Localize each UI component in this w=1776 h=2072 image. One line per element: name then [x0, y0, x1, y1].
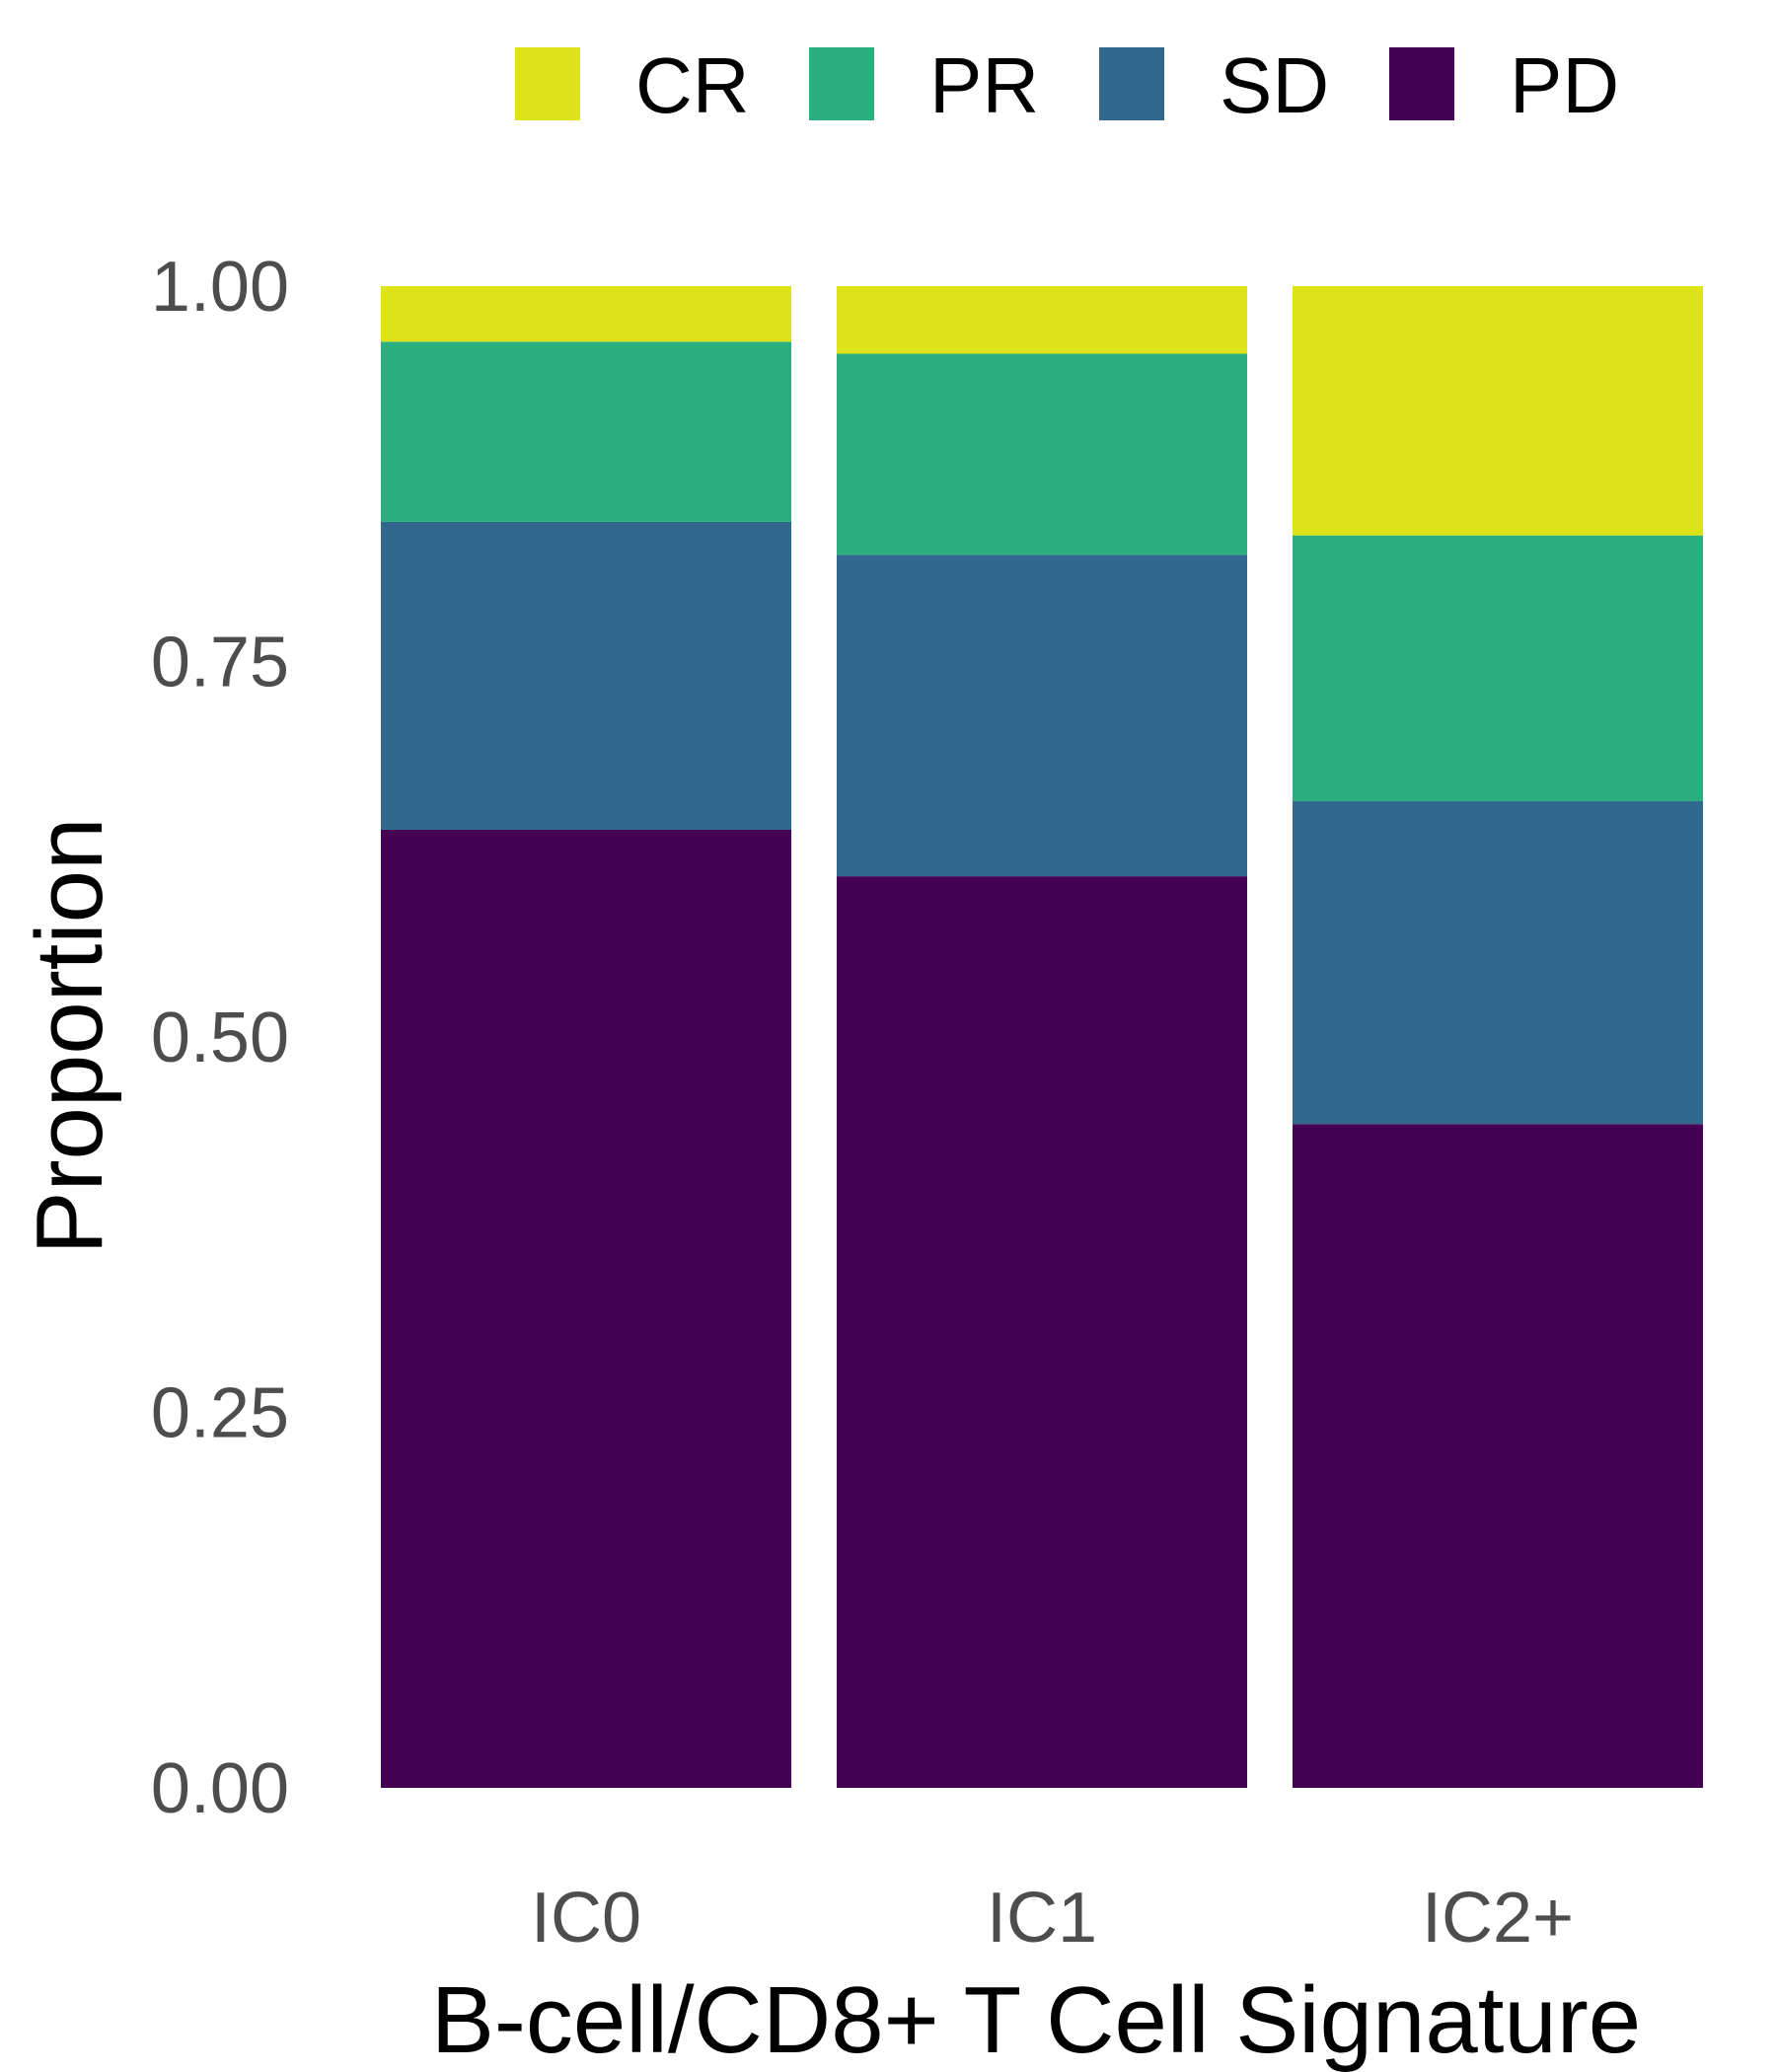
- legend-label-pd: PD: [1510, 41, 1619, 129]
- bars: [381, 286, 1703, 1788]
- x-tick-label: IC2+: [1422, 1879, 1574, 1958]
- legend-key-pd: [1389, 47, 1454, 120]
- y-tick-label: 1.00: [151, 248, 289, 327]
- bar-ic0-sd: [381, 521, 791, 830]
- legend-key-sd: [1099, 47, 1164, 120]
- y-axis-title: Proportion: [17, 818, 122, 1255]
- y-tick-label: 0.00: [151, 1749, 289, 1828]
- bar-ic1-cr: [837, 286, 1247, 354]
- legend-key-pr: [809, 47, 874, 120]
- x-axis-title: B-cell/CD8+ T Cell Signature: [431, 1967, 1641, 2072]
- bar-ic2-sd: [1293, 801, 1703, 1125]
- y-axis: 0.00 0.25 0.50 0.75 1.00: [151, 248, 289, 1828]
- y-tick-label: 0.50: [151, 999, 289, 1077]
- bar-ic1-pr: [837, 353, 1247, 555]
- bar-ic1-pd: [837, 876, 1247, 1788]
- x-tick-label: IC0: [531, 1879, 641, 1958]
- y-tick-label: 0.75: [151, 624, 289, 703]
- legend-label-cr: CR: [635, 41, 750, 129]
- bar-ic0-pr: [381, 341, 791, 522]
- bar-ic2-pd: [1293, 1124, 1703, 1788]
- legend-key-cr: [515, 47, 580, 120]
- legend-label-sd: SD: [1220, 41, 1329, 129]
- bar-ic0-cr: [381, 286, 791, 342]
- legend-label-pr: PR: [929, 41, 1039, 129]
- bar-ic1-sd: [837, 555, 1247, 877]
- bar-ic2-pr: [1293, 535, 1703, 802]
- y-tick-label: 0.25: [151, 1374, 289, 1453]
- x-tick-label: IC1: [987, 1879, 1097, 1958]
- legend: CR PR SD PD: [515, 41, 1619, 129]
- bar-ic0-pd: [381, 829, 791, 1788]
- x-axis: IC0 IC1 IC2+: [531, 1879, 1574, 1958]
- bar-ic2-cr: [1293, 286, 1703, 536]
